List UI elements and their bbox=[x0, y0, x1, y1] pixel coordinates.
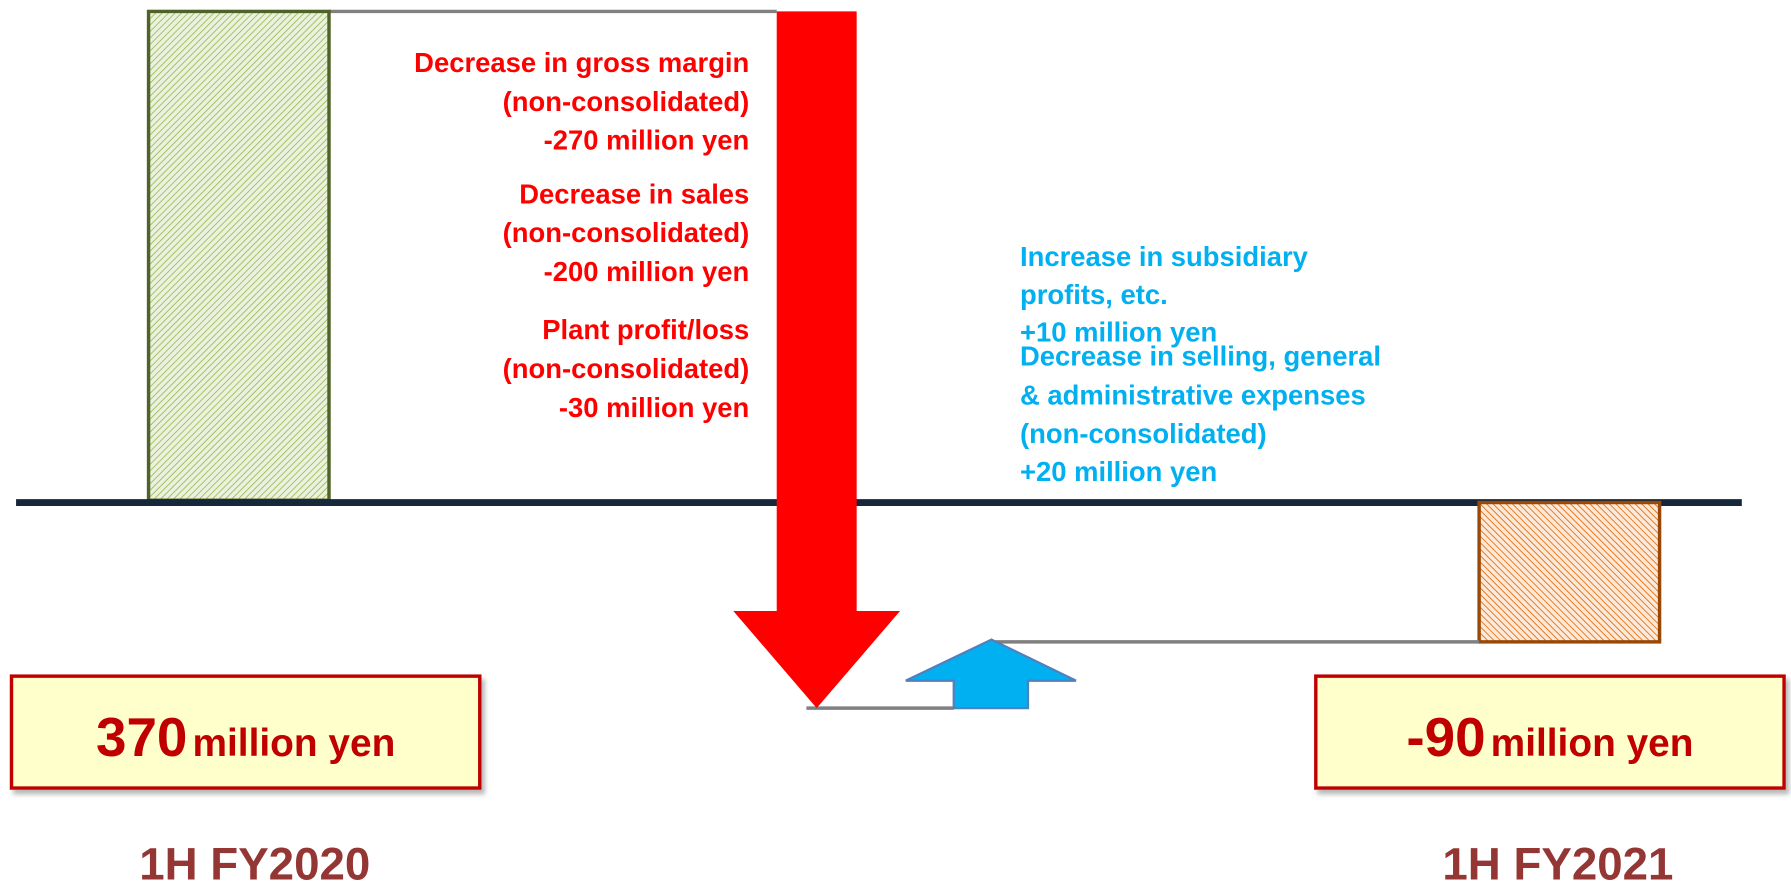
label: -200 million yen bbox=[544, 256, 750, 287]
label: +20 million yen bbox=[1020, 456, 1217, 487]
label: Decrease in selling, general bbox=[1020, 340, 1381, 371]
label: (non-consolidated) bbox=[503, 353, 750, 384]
label: & administrative expenses bbox=[1020, 379, 1366, 410]
label: +10 million yen bbox=[1020, 316, 1217, 347]
end-value-box bbox=[1314, 674, 1786, 790]
unit: million yen bbox=[1491, 722, 1694, 765]
label: (non-consolidated) bbox=[503, 217, 750, 248]
start-value: 370 million yen bbox=[96, 706, 395, 768]
label: profits, etc. bbox=[1020, 279, 1168, 310]
increase-arrow bbox=[905, 638, 1077, 710]
label: (non-consolidated) bbox=[1020, 418, 1267, 449]
increase-labels: Increase in subsidiary profits, etc. +10… bbox=[1020, 241, 1381, 487]
start-bar bbox=[146, 9, 331, 502]
label: Decrease in gross margin bbox=[414, 47, 749, 78]
label: Increase in subsidiary bbox=[1020, 241, 1309, 272]
label: Decrease in sales bbox=[519, 178, 749, 209]
decrease-labels: Decrease in gross margin (non-consolidat… bbox=[414, 47, 749, 423]
decrease-arrow bbox=[733, 11, 901, 709]
period-label: 1H FY2021 bbox=[1442, 838, 1673, 884]
period-label: 1H FY2020 bbox=[139, 838, 370, 884]
label: -30 million yen bbox=[559, 392, 749, 423]
value: -90 bbox=[1406, 706, 1485, 768]
label: Plant profit/loss bbox=[542, 314, 749, 345]
value: 370 bbox=[96, 706, 187, 768]
label: -270 million yen bbox=[544, 125, 750, 156]
label: (non-consolidated) bbox=[503, 86, 750, 117]
end-bar bbox=[1477, 500, 1662, 644]
start-value-box bbox=[9, 674, 482, 790]
end-value: -90 million yen bbox=[1406, 706, 1693, 768]
unit: million yen bbox=[192, 722, 395, 765]
